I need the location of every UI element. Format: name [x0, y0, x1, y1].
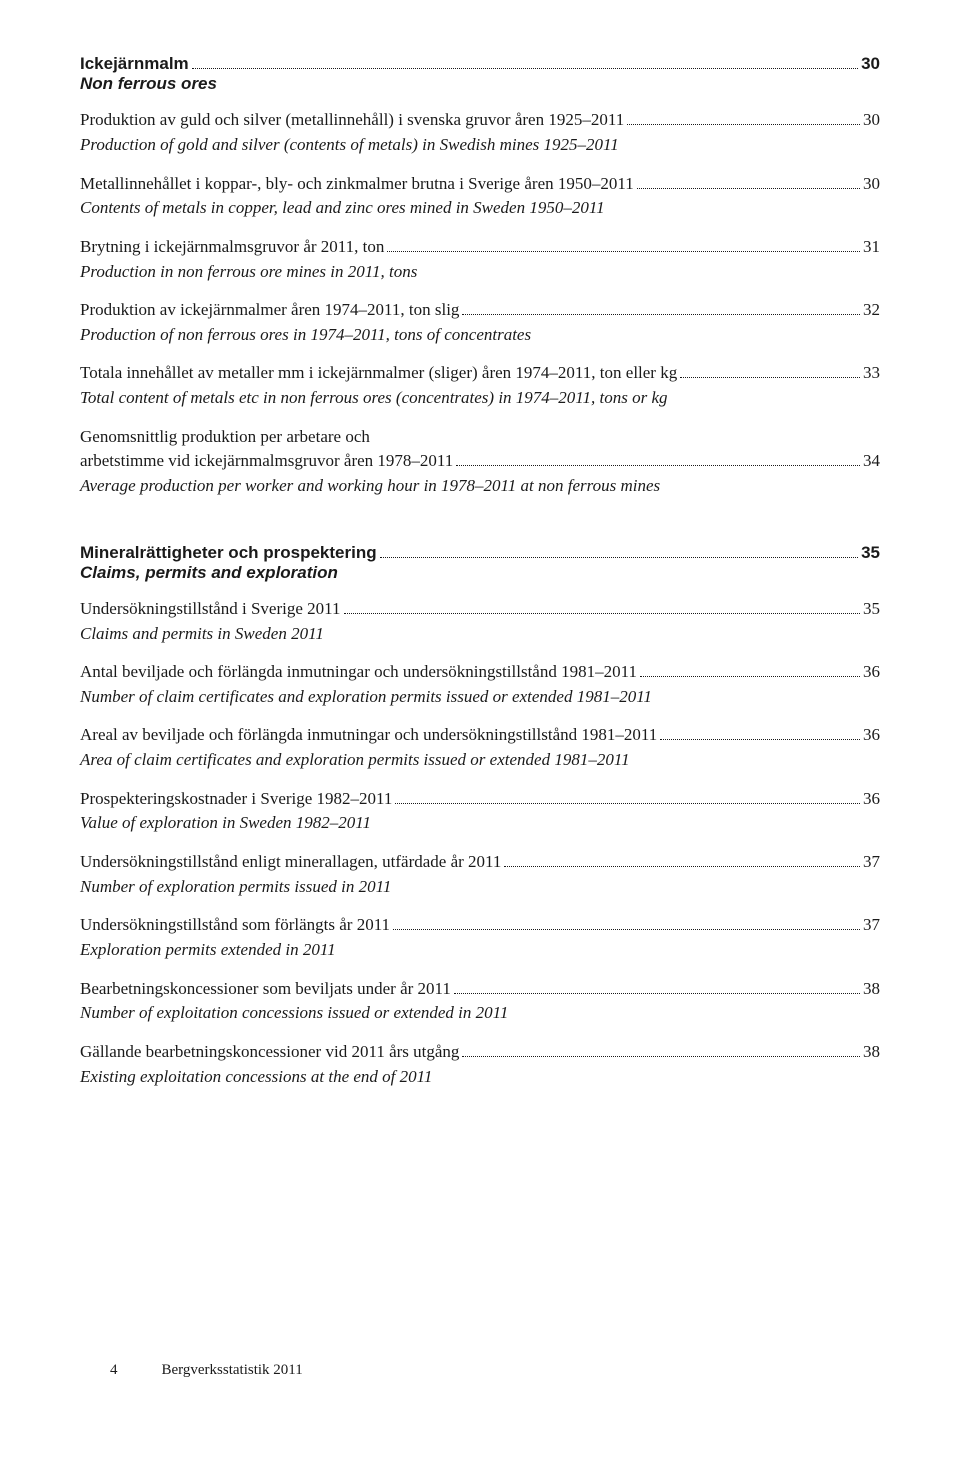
toc-page: 34 — [863, 449, 880, 474]
section-sub-mineral: Claims, permits and exploration — [80, 563, 880, 583]
toc-group: Metallinnehållet i koppar-, bly- och zin… — [80, 172, 880, 221]
toc-title-sv: Areal av beviljade och förlängda inmutni… — [80, 723, 657, 748]
toc-title-en: Number of exploration permits issued in … — [80, 875, 880, 900]
toc-title-en: Production of gold and silver (contents … — [80, 133, 880, 158]
toc-entry: Metallinnehållet i koppar-, bly- och zin… — [80, 172, 880, 197]
toc-entry: Areal av beviljade och förlängda inmutni… — [80, 723, 880, 748]
dot-leader — [462, 1042, 860, 1057]
toc-group: Produktion av guld och silver (metallinn… — [80, 108, 880, 157]
toc-title-line1: Genomsnittlig produktion per arbetare oc… — [80, 425, 880, 450]
toc-page: 36 — [863, 787, 880, 812]
toc-page: 33 — [863, 361, 880, 386]
toc-title-en: Production of non ferrous ores in 1974–2… — [80, 323, 880, 348]
section-heading-ickejarnmalm: Ickejärnmalm 30 — [80, 54, 880, 74]
heading-text: Ickejärnmalm — [80, 54, 189, 74]
toc-title-sv: Produktion av ickejärnmalmer åren 1974–2… — [80, 298, 459, 323]
toc-entry: Prospekteringskostnader i Sverige 1982–2… — [80, 787, 880, 812]
toc-title-sv: Produktion av guld och silver (metallinn… — [80, 108, 624, 133]
toc-title-en: Claims and permits in Sweden 2011 — [80, 622, 880, 647]
toc-entry: Undersökningstillstånd i Sverige 2011 35 — [80, 597, 880, 622]
toc-title-sv: Undersökningstillstånd enligt minerallag… — [80, 850, 501, 875]
toc-entry: Undersökningstillstånd enligt minerallag… — [80, 850, 880, 875]
dot-leader — [387, 237, 860, 252]
dot-leader — [395, 788, 860, 803]
toc-group: Bearbetningskoncessioner som beviljats u… — [80, 977, 880, 1026]
section-heading-mineral: Mineralrättigheter och prospektering 35 — [80, 543, 880, 563]
dot-leader — [660, 725, 860, 740]
toc-group: Totala innehållet av metaller mm i ickej… — [80, 361, 880, 410]
dot-leader — [680, 363, 860, 378]
toc-group: Genomsnittlig produktion per arbetare oc… — [80, 425, 880, 499]
dot-leader — [456, 451, 860, 466]
toc-title-sv: Brytning i ickejärnmalmsgruvor år 2011, … — [80, 235, 384, 260]
toc-page: 35 — [863, 597, 880, 622]
toc-group: Undersökningstillstånd som förlängts år … — [80, 913, 880, 962]
page-number: 4 — [110, 1362, 118, 1379]
toc-entry: Gällande bearbetningskoncessioner vid 20… — [80, 1040, 880, 1065]
toc-page: 37 — [863, 913, 880, 938]
toc-group: Prospekteringskostnader i Sverige 1982–2… — [80, 787, 880, 836]
toc-title-sv: Metallinnehållet i koppar-, bly- och zin… — [80, 172, 634, 197]
toc-group: Areal av beviljade och förlängda inmutni… — [80, 723, 880, 772]
toc-entry: Antal beviljade och förlängda inmutninga… — [80, 660, 880, 685]
toc-page: 30 — [863, 108, 880, 133]
toc-entry: arbetstimme vid ickejärnmalmsgruvor åren… — [80, 449, 880, 474]
toc-page: 36 — [863, 723, 880, 748]
toc-title-en: Value of exploration in Sweden 1982–2011 — [80, 811, 880, 836]
dot-leader — [637, 173, 860, 188]
section-sub-ickejarnmalm: Non ferrous ores — [80, 74, 880, 94]
toc-entry: Totala innehållet av metaller mm i ickej… — [80, 361, 880, 386]
toc-title-sv: Undersökningstillstånd i Sverige 2011 — [80, 597, 341, 622]
toc-group: Brytning i ickejärnmalmsgruvor år 2011, … — [80, 235, 880, 284]
toc-page: 32 — [863, 298, 880, 323]
toc-title-sv: Antal beviljade och förlängda inmutninga… — [80, 660, 637, 685]
toc-title-sv: Bearbetningskoncessioner som beviljats u… — [80, 977, 451, 1002]
toc-title-sv: Gällande bearbetningskoncessioner vid 20… — [80, 1040, 459, 1065]
toc-title-en: Number of exploitation concessions issue… — [80, 1001, 880, 1026]
toc-page: 37 — [863, 850, 880, 875]
toc-page: 36 — [863, 660, 880, 685]
dot-leader — [640, 662, 860, 677]
toc-title-en: Area of claim certificates and explorati… — [80, 748, 880, 773]
toc-title-en: Contents of metals in copper, lead and z… — [80, 196, 880, 221]
toc-entry: Produktion av ickejärnmalmer åren 1974–2… — [80, 298, 880, 323]
dot-leader — [393, 915, 860, 930]
toc-title-en: Number of claim certificates and explora… — [80, 685, 880, 710]
dot-leader — [454, 978, 860, 993]
toc-title-en: Total content of metals etc in non ferro… — [80, 386, 880, 411]
toc-page: 38 — [863, 1040, 880, 1065]
toc-group: Undersökningstillstånd i Sverige 2011 35… — [80, 597, 880, 646]
toc-entry: Undersökningstillstånd som förlängts år … — [80, 913, 880, 938]
toc-group: Gällande bearbetningskoncessioner vid 20… — [80, 1040, 880, 1089]
toc-group: Antal beviljade och förlängda inmutninga… — [80, 660, 880, 709]
toc-page: 31 — [863, 235, 880, 260]
dot-leader — [627, 110, 860, 125]
page-footer: 4 Bergverksstatistik 2011 — [110, 1362, 303, 1379]
toc-title-sv: Prospekteringskostnader i Sverige 1982–2… — [80, 787, 392, 812]
toc-entry: Produktion av guld och silver (metallinn… — [80, 108, 880, 133]
footer-title: Bergverksstatistik 2011 — [162, 1362, 303, 1379]
toc-title-en: Average production per worker and workin… — [80, 474, 880, 499]
dot-leader — [192, 54, 858, 69]
toc-entry: Bearbetningskoncessioner som beviljats u… — [80, 977, 880, 1002]
toc-page: 38 — [863, 977, 880, 1002]
heading-page: 35 — [861, 543, 880, 563]
toc-title-sv: Totala innehållet av metaller mm i ickej… — [80, 361, 677, 386]
toc-group: Undersökningstillstånd enligt minerallag… — [80, 850, 880, 899]
dot-leader — [380, 543, 858, 558]
toc-title-en: Exploration permits extended in 2011 — [80, 938, 880, 963]
toc-title-en: Existing exploitation concessions at the… — [80, 1065, 880, 1090]
toc-entry: Brytning i ickejärnmalmsgruvor år 2011, … — [80, 235, 880, 260]
toc-title-sv: arbetstimme vid ickejärnmalmsgruvor åren… — [80, 449, 453, 474]
dot-leader — [462, 300, 860, 315]
dot-leader — [344, 599, 861, 614]
toc-page: 30 — [863, 172, 880, 197]
dot-leader — [504, 852, 860, 867]
toc-title-sv: Undersökningstillstånd som förlängts år … — [80, 913, 390, 938]
toc-title-en: Production in non ferrous ore mines in 2… — [80, 260, 880, 285]
heading-page: 30 — [861, 54, 880, 74]
toc-group: Produktion av ickejärnmalmer åren 1974–2… — [80, 298, 880, 347]
heading-text: Mineralrättigheter och prospektering — [80, 543, 377, 563]
